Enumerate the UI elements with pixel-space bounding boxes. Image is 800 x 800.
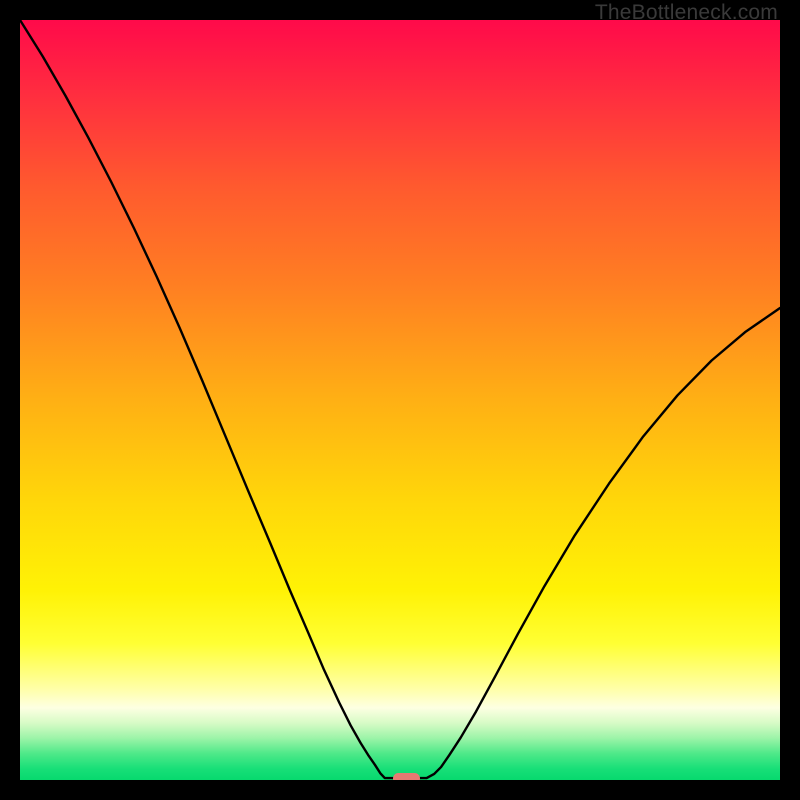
watermark-text: TheBottleneck.com	[595, 0, 778, 25]
bottleneck-curve	[20, 20, 780, 780]
chart-frame: TheBottleneck.com	[0, 0, 800, 800]
plot-area	[20, 20, 780, 780]
minimum-marker	[393, 773, 420, 780]
